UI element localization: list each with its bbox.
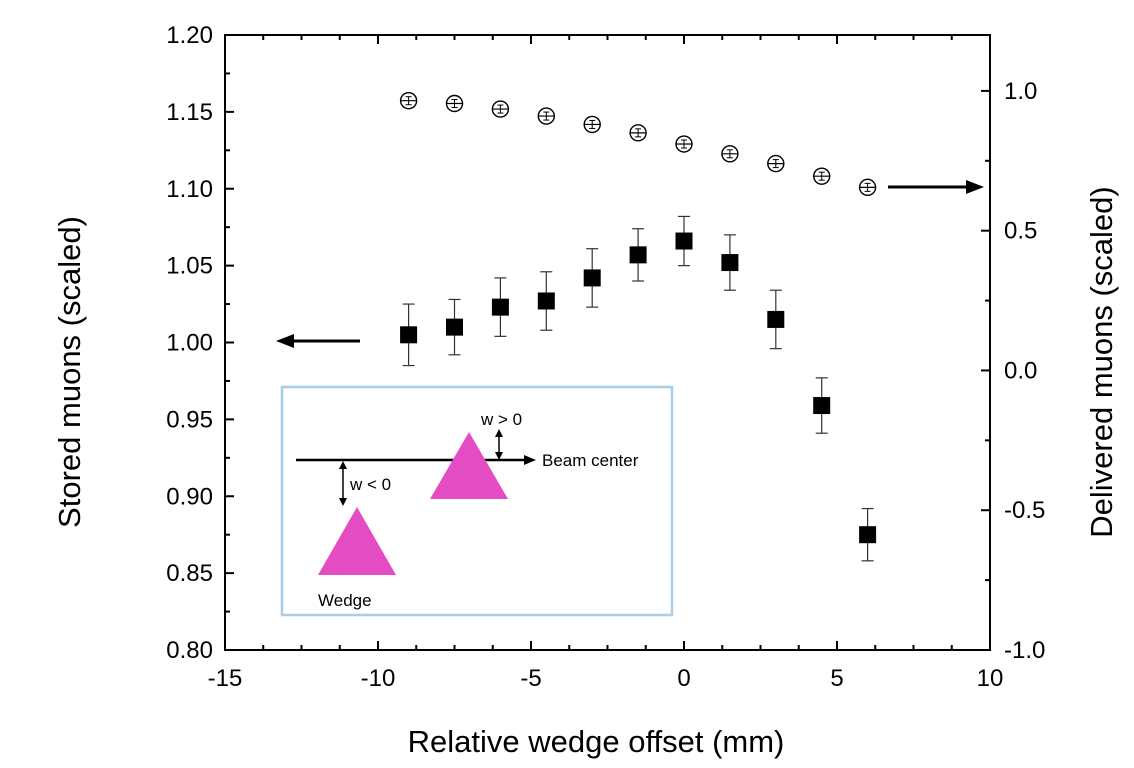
axis-tick-labels: -15 -10 -5 0 5 10 0.80 0.85 0.90 0.95 1.00 1.05 1.10… [166, 22, 1045, 692]
delivered-muons-series [399, 91, 877, 197]
x-tick-label: 0 [677, 665, 690, 692]
stored-point [859, 526, 877, 544]
stored-point [491, 298, 509, 316]
y-right-tick-label: -0.5 [1004, 497, 1045, 524]
stored-point [446, 318, 463, 336]
w-neg-arrow-top [339, 461, 347, 469]
y-left-tick-label: 0.90 [166, 483, 213, 510]
w-pos-label: w > 0 [480, 410, 522, 429]
beam-center-label: Beam center [542, 451, 639, 470]
y-right-tick-label: 0.0 [1004, 357, 1037, 384]
x-tick-label: -15 [208, 665, 243, 692]
y-left-tick-label: 1.10 [166, 176, 213, 203]
wedge-label: Wedge [318, 591, 372, 610]
w-neg-label: w < 0 [349, 475, 391, 494]
stored-muons-series [400, 215, 877, 562]
y-axis-right-title: Delivered muons (scaled) [1084, 186, 1119, 537]
stored-point [583, 269, 601, 287]
inset-frame [280, 385, 674, 617]
w-pos-arrow-bottom [495, 452, 503, 460]
y-left-tick-label: 1.00 [166, 330, 213, 357]
wedge-upper [430, 432, 508, 499]
y-left-tick-label: 1.20 [166, 22, 213, 49]
wedge-lower [318, 507, 396, 575]
axis-ticks [224, 34, 991, 651]
y-right-tick-label: 0.5 [1004, 218, 1037, 245]
x-axis-title: Relative wedge offset (mm) [408, 724, 785, 759]
beam-arrowhead [524, 455, 536, 465]
y-left-tick-label: 0.80 [166, 637, 213, 664]
stored-point [629, 246, 647, 264]
right-axis-arrow [888, 180, 984, 194]
stored-point [813, 397, 831, 415]
left-axis-arrow [276, 334, 360, 348]
stored-point [400, 326, 418, 344]
w-pos-arrow-top [495, 429, 503, 437]
x-tick-label: 10 [977, 665, 1004, 692]
stored-point [537, 292, 555, 310]
stored-point [721, 254, 739, 272]
y-left-tick-label: 1.05 [166, 253, 213, 280]
stored-point [767, 310, 785, 328]
y-right-tick-label: 1.0 [1004, 78, 1037, 105]
y-right-tick-label: -1.0 [1004, 637, 1045, 664]
y-left-tick-label: 1.15 [166, 99, 213, 126]
w-neg-arrow-bottom [339, 498, 347, 506]
y-axis-left-title: Stored muons (scaled) [52, 216, 87, 528]
inset-diagram: Beam center w > 0 w < 0 Wedge [280, 385, 674, 617]
y-left-tick-label: 0.85 [166, 560, 213, 587]
y-left-tick-label: 0.95 [166, 406, 213, 433]
x-tick-label: -10 [361, 665, 396, 692]
x-tick-label: -5 [520, 665, 541, 692]
stored-point [675, 232, 693, 250]
x-tick-label: 5 [830, 665, 843, 692]
